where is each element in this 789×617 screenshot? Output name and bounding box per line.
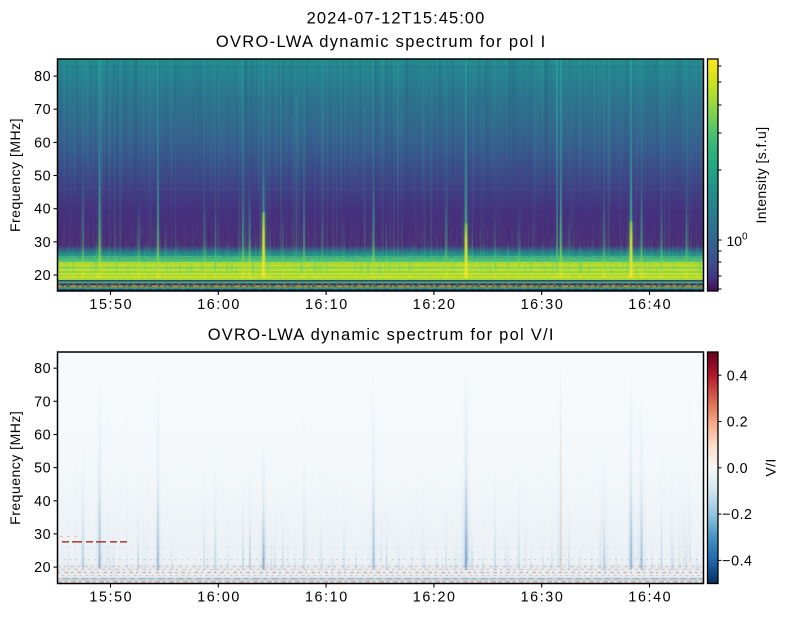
svg-text:16:20: 16:20	[413, 590, 457, 606]
svg-text:16:10: 16:10	[305, 297, 349, 313]
svg-text:0.2: 0.2	[727, 415, 748, 431]
svg-text:−0.4: −0.4	[722, 554, 752, 570]
svg-text:V/I: V/I	[763, 458, 779, 476]
svg-text:80: 80	[34, 69, 51, 85]
svg-text:60: 60	[34, 135, 51, 151]
svg-text:0.0: 0.0	[727, 461, 748, 477]
svg-text:40: 40	[34, 202, 51, 218]
svg-text:0.4: 0.4	[727, 368, 748, 384]
svg-text:Frequency [MHz]: Frequency [MHz]	[7, 118, 23, 232]
svg-text:70: 70	[34, 102, 51, 118]
svg-text:30: 30	[34, 527, 51, 543]
svg-text:16:40: 16:40	[628, 590, 672, 606]
svg-text:20: 20	[34, 268, 51, 284]
svg-text:2024-07-12T15:45:00: 2024-07-12T15:45:00	[307, 10, 486, 28]
svg-text:−0.2: −0.2	[722, 507, 752, 523]
svg-text:Intensity [s.f.u]: Intensity [s.f.u]	[753, 126, 769, 223]
svg-text:15:50: 15:50	[89, 297, 133, 313]
svg-text:16:00: 16:00	[197, 590, 241, 606]
svg-text:50: 50	[34, 169, 51, 185]
svg-text:50: 50	[34, 461, 51, 477]
svg-text:30: 30	[34, 235, 51, 251]
svg-text:OVRO-LWA dynamic spectrum for: OVRO-LWA dynamic spectrum for pol I	[216, 33, 547, 51]
svg-text:20: 20	[34, 560, 51, 576]
svg-text:16:10: 16:10	[305, 590, 349, 606]
svg-text:16:30: 16:30	[521, 297, 565, 313]
svg-text:16:30: 16:30	[521, 590, 565, 606]
svg-text:40: 40	[34, 494, 51, 510]
svg-text:15:50: 15:50	[89, 590, 133, 606]
svg-text:16:40: 16:40	[628, 297, 672, 313]
svg-text:16:20: 16:20	[413, 297, 457, 313]
svg-text:60: 60	[34, 428, 51, 444]
svg-text:OVRO-LWA dynamic spectrum for: OVRO-LWA dynamic spectrum for pol V/I	[208, 326, 555, 344]
svg-text:70: 70	[34, 394, 51, 410]
svg-text:80: 80	[34, 361, 51, 377]
svg-text:16:00: 16:00	[197, 297, 241, 313]
svg-text:Frequency [MHz]: Frequency [MHz]	[7, 411, 23, 525]
